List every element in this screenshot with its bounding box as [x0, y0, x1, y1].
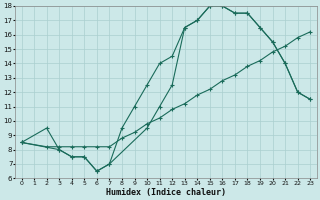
- X-axis label: Humidex (Indice chaleur): Humidex (Indice chaleur): [106, 188, 226, 197]
